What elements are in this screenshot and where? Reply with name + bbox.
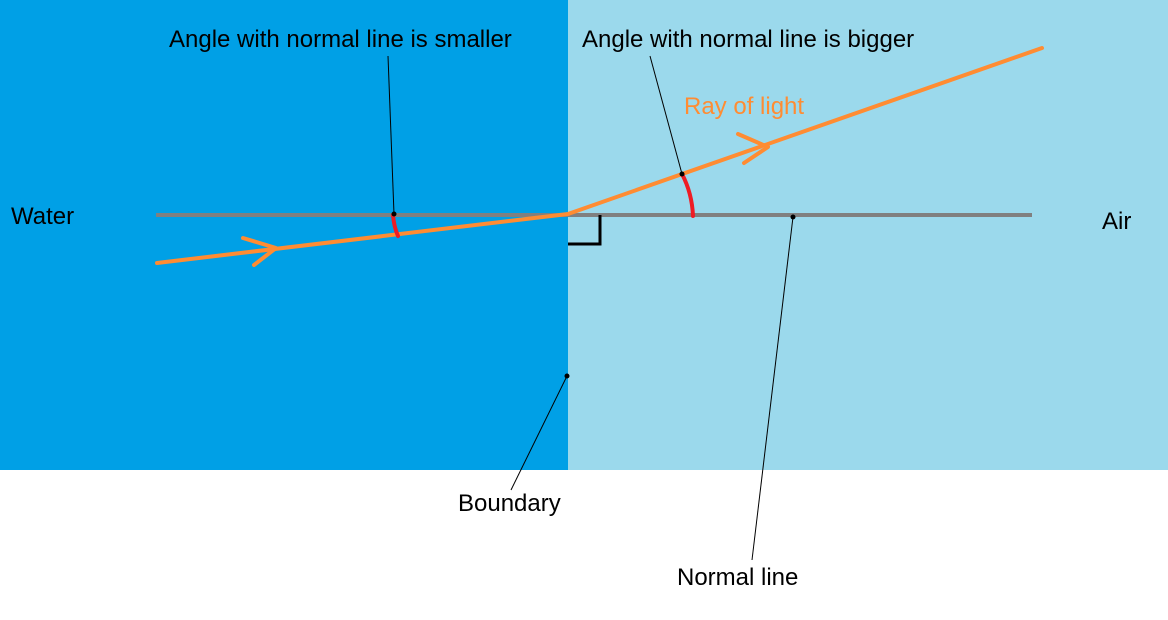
water-region: [0, 0, 568, 470]
pointer-dot-boundary: [564, 373, 570, 379]
ray-arrowhead-air: [736, 132, 770, 165]
label-ray-of-light: Ray of light: [684, 93, 804, 120]
angle-arc-water: [391, 213, 400, 238]
pointer-normal-line: [751, 216, 794, 561]
right-angle-marker: [568, 215, 602, 246]
label-normal-line: Normal line: [677, 564, 798, 591]
label-boundary: Boundary: [458, 490, 561, 517]
pointer-dot-normal-line: [790, 214, 796, 220]
label-angle-smaller: Angle with normal line is smaller: [169, 26, 512, 53]
pointer-dot-angle-smaller: [391, 211, 397, 217]
label-angle-bigger: Angle with normal line is bigger: [582, 26, 914, 53]
label-air: Air: [1102, 208, 1131, 235]
ray-arrowhead-water: [241, 236, 278, 267]
pointer-angle-bigger: [649, 55, 683, 175]
pointer-boundary: [510, 375, 568, 491]
pointer-dot-angle-bigger: [679, 171, 685, 177]
pointer-angle-smaller: [387, 55, 395, 215]
angle-arc-air: [680, 172, 695, 218]
label-water: Water: [11, 203, 74, 230]
air-region: [568, 0, 1168, 470]
light-ray: [155, 46, 1044, 265]
